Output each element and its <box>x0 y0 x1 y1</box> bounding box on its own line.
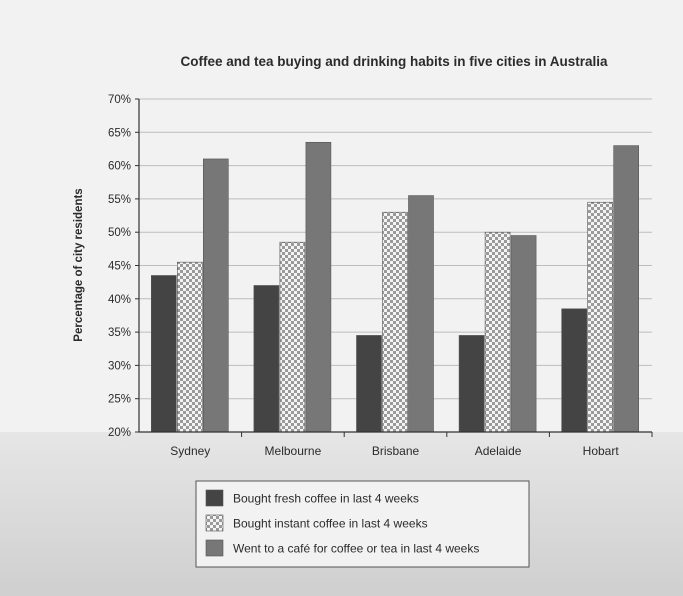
y-tick-label: 65% <box>108 127 131 139</box>
bar-adelaide-series-3 <box>510 235 537 433</box>
bar-adelaide-series-1 <box>458 335 485 433</box>
x-category-label: Adelaide <box>475 444 522 458</box>
y-tick-label: 60% <box>108 161 131 173</box>
bar-sydney-series-2 <box>177 261 203 433</box>
legend-swatch <box>205 514 224 532</box>
x-category-label: Sydney <box>170 444 210 458</box>
legend-label: Bought fresh coffee in last 4 weeks <box>233 492 419 506</box>
bar-melbourne-series-2 <box>279 241 306 433</box>
bar-hobart-series-2 <box>587 201 614 433</box>
y-tick-label: 55% <box>108 194 131 206</box>
y-tick-label: 50% <box>108 227 131 239</box>
bar-brisbane-series-3 <box>408 195 434 433</box>
y-axis-label: Percentage of city residents <box>73 188 85 341</box>
bar-hobart-series-1 <box>561 308 588 433</box>
y-tick-label: 35% <box>108 327 131 339</box>
bar-brisbane-series-1 <box>356 335 382 433</box>
legend-swatch <box>205 539 224 557</box>
y-tick-label: 70% <box>108 94 131 106</box>
bar-adelaide-series-2 <box>484 231 511 433</box>
bar-sydney-series-1 <box>151 275 177 433</box>
bar-melbourne-series-1 <box>253 285 280 433</box>
bar-brisbane-series-2 <box>382 211 408 433</box>
y-tick-label: 45% <box>108 261 131 273</box>
x-category-label: Hobart <box>583 444 620 458</box>
legend-label: Bought instant coffee in last 4 weeks <box>233 517 428 531</box>
y-tick-label: 25% <box>108 394 131 406</box>
chart-title: Coffee and tea buying and drinking habit… <box>180 54 608 69</box>
y-tick-label: 40% <box>108 294 131 306</box>
bar-hobart-series-3 <box>613 145 640 433</box>
legend-box <box>195 480 530 568</box>
y-tick-label: 30% <box>108 360 131 372</box>
x-category-label: Brisbane <box>372 444 420 458</box>
x-category-label: Melbourne <box>265 444 322 458</box>
bar-sydney-series-3 <box>203 158 229 433</box>
legend-label: Went to a café for coffee or tea in last… <box>233 542 479 556</box>
y-tick-label: 20% <box>108 427 131 439</box>
bar-melbourne-series-3 <box>305 141 332 433</box>
legend-swatch <box>205 489 224 507</box>
